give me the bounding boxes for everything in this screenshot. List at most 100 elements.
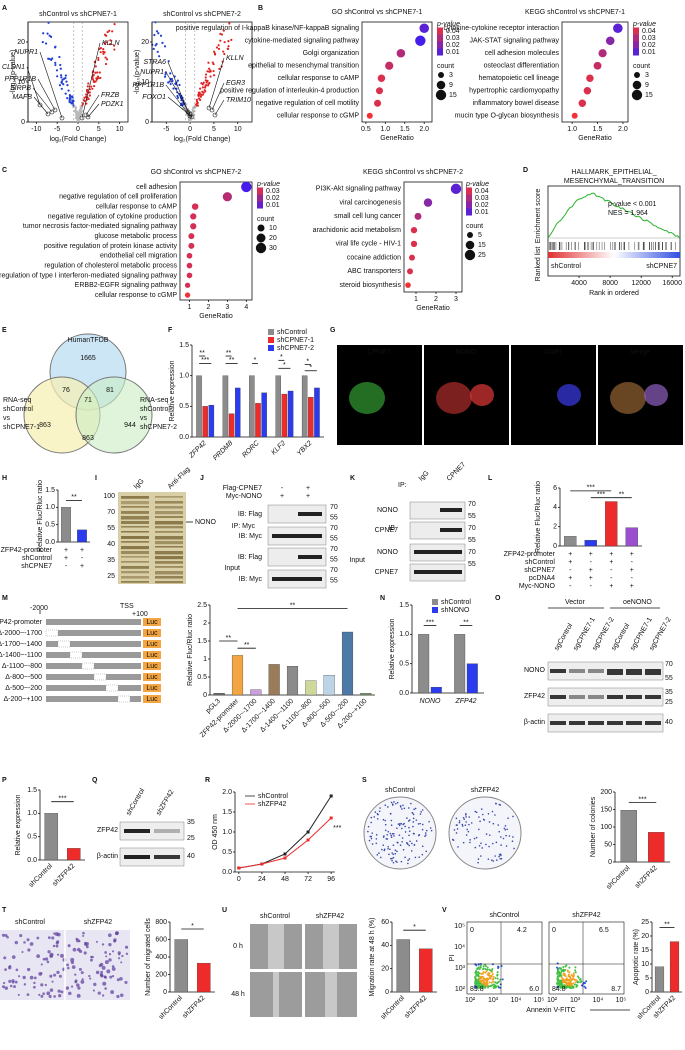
point-decor <box>105 41 108 44</box>
event-decor <box>567 975 570 978</box>
condition-sign: + <box>568 551 572 558</box>
point-decor <box>199 98 202 101</box>
bar <box>396 939 411 993</box>
point-decor <box>199 93 202 96</box>
image-label: shControl <box>15 919 45 926</box>
cell-decor <box>26 993 30 997</box>
legend-tick: 15 <box>449 92 457 99</box>
cell-decor <box>56 970 60 975</box>
color-legend-step <box>633 27 639 35</box>
colony-decor <box>398 834 401 836</box>
cell-decor <box>32 985 36 989</box>
cell-decor <box>95 940 98 943</box>
colony-decor <box>401 808 403 810</box>
colony-decor <box>370 835 373 838</box>
dot <box>405 282 411 288</box>
cell-decor <box>116 978 120 982</box>
region-count: 863 <box>82 435 94 442</box>
band-decor <box>121 581 149 583</box>
term-label: glucose metabolic process <box>95 233 178 240</box>
cell-decor <box>47 950 51 954</box>
dot <box>407 268 413 275</box>
point-decor <box>73 105 76 108</box>
x-tick-label: 0 <box>76 126 80 133</box>
point-decor <box>61 78 64 81</box>
point-decor <box>59 67 62 70</box>
legend-tick: 0.03 <box>266 188 280 195</box>
point-decor <box>156 50 159 53</box>
band-decor <box>155 576 183 579</box>
event-decor <box>574 969 577 972</box>
marker-label: 70 <box>665 661 673 668</box>
condition-sign: - <box>569 567 572 574</box>
point-decor <box>83 96 86 99</box>
sign: + <box>280 493 284 500</box>
event-decor <box>496 973 499 976</box>
legend-tick: 3 <box>449 72 453 79</box>
channel-label: Merge <box>630 349 650 356</box>
event-decor <box>556 985 559 988</box>
band-decor <box>550 721 566 725</box>
dot <box>605 36 615 46</box>
gene-marker <box>209 107 215 113</box>
event-decor <box>475 964 478 967</box>
cell-decor <box>26 938 30 942</box>
point-decor <box>202 81 205 84</box>
gene-pointer <box>81 42 101 119</box>
event-decor <box>571 977 574 980</box>
point-decor <box>71 96 74 99</box>
panel-letter: R <box>205 777 210 784</box>
colony-decor <box>475 811 478 814</box>
point-decor <box>94 80 97 83</box>
event-decor <box>575 985 578 988</box>
bar <box>66 848 81 861</box>
deletion-decor <box>57 640 71 648</box>
condition-sign: - <box>590 583 593 590</box>
colony-decor <box>383 835 385 837</box>
condition-sign: + <box>609 583 613 590</box>
gene-label: KLLN <box>102 40 120 47</box>
event-decor <box>563 986 566 989</box>
bar <box>360 693 372 696</box>
colony-decor <box>400 823 402 825</box>
set-label: RNA-seq <box>3 397 32 404</box>
cell-decor <box>104 987 107 990</box>
cell-decor <box>33 976 37 980</box>
color-legend-step <box>437 41 443 49</box>
wound-decor <box>323 924 339 969</box>
cell-decor <box>106 969 111 974</box>
event-decor <box>480 977 483 980</box>
region-count: 863 <box>39 422 51 429</box>
legend-swatch <box>268 329 274 335</box>
point-decor <box>209 70 212 73</box>
y-tick-label: 600 <box>155 936 167 943</box>
point-decor <box>58 55 61 59</box>
construct-label: Δ-500~-200 <box>5 685 42 692</box>
band-decor <box>645 695 661 699</box>
point-decor <box>54 61 57 64</box>
cell-decor <box>17 975 21 978</box>
colony-decor <box>487 813 490 815</box>
band-decor <box>607 669 623 675</box>
event-decor <box>481 984 484 987</box>
blot-label: IP: Myc <box>232 523 256 530</box>
plot-frame <box>361 21 433 123</box>
x-tick-label: 10⁴ <box>511 997 522 1004</box>
marker-label: 35 <box>187 819 195 826</box>
cell-decor <box>14 980 18 984</box>
blot-label: IB: Myc <box>239 576 263 583</box>
cell-decor <box>610 382 646 414</box>
gene-pointer <box>214 99 225 116</box>
colony-decor <box>455 824 458 826</box>
colony-decor <box>395 802 397 805</box>
event-decor <box>484 983 487 986</box>
term-label: tumor necrosis factor-mediated signaling… <box>23 223 178 230</box>
point-decor <box>76 113 80 116</box>
dot <box>366 112 373 119</box>
bar <box>584 540 597 547</box>
cell-decor <box>104 960 109 965</box>
colony-decor <box>421 845 424 848</box>
blot <box>409 501 466 520</box>
quadrant-value: 8.7 <box>611 986 621 993</box>
y-axis-label: Number of migrated cells <box>145 918 152 996</box>
